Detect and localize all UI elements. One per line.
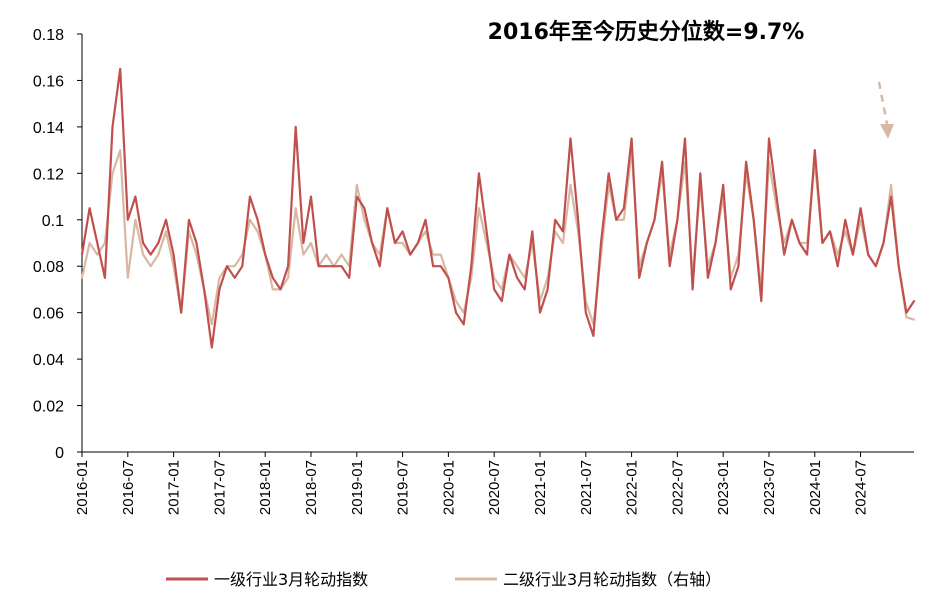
x-tick-label: 2016-01	[74, 460, 91, 515]
x-tick-label: 2019-07	[395, 460, 412, 515]
y-tick-label: 0	[55, 445, 64, 462]
x-tick-label: 2024-07	[853, 460, 870, 515]
y-tick-label: 0.1	[42, 213, 64, 230]
y-tick-label: 0.18	[33, 27, 64, 44]
x-tick-label: 2021-07	[578, 460, 595, 515]
y-tick-label: 0.12	[33, 166, 64, 183]
y-tick-label: 0.14	[33, 120, 64, 137]
x-tick-label: 2022-01	[624, 460, 641, 515]
y-tick-label: 0.06	[33, 306, 64, 323]
x-tick-label: 2018-01	[257, 460, 274, 515]
x-tick-label: 2016-07	[120, 460, 137, 515]
x-tick-label: 2021-01	[532, 460, 549, 515]
x-tick-label: 2024-01	[807, 460, 824, 515]
legend-label-series1: 一级行业3月轮动指数	[214, 570, 368, 589]
series-line-1	[80, 67, 916, 349]
legend-item-series1: 一级行业3月轮动指数	[166, 570, 368, 589]
x-tick-label: 2017-07	[211, 460, 228, 515]
chart-annotation: 2016年至今历史分位数=9.7%	[488, 19, 805, 45]
y-tick-label: 0.08	[33, 259, 64, 276]
series-line-2	[80, 149, 916, 326]
x-tick-label: 2017-01	[166, 460, 183, 515]
y-tick-label: 0.02	[33, 399, 64, 416]
x-tick-label: 2019-01	[349, 460, 366, 515]
series-layer	[80, 67, 916, 349]
y-tick-label: 0.04	[33, 352, 64, 369]
x-tick-label: 2022-07	[669, 460, 686, 515]
legend-item-series2: 二级行业3月轮动指数（右轴）	[455, 570, 721, 589]
y-tick-label: 0.16	[33, 73, 64, 90]
x-tick-label: 2020-07	[486, 460, 503, 515]
x-tick-label: 2023-01	[715, 460, 732, 515]
x-tick-label: 2020-01	[440, 460, 457, 515]
down-arrow-icon	[877, 81, 894, 139]
x-tick-label: 2018-07	[303, 460, 320, 515]
x-axis: 2016-01 2016-07 2017-01 2017-07 2018-01 2018-…	[74, 451, 914, 515]
legend: 一级行业3月轮动指数 二级行业3月轮动指数（右轴）	[166, 570, 721, 589]
y-axis: 0 0.02 0.04 0.06 0.08 0.1 0.12 0.14 0.16 0.18	[33, 27, 83, 462]
legend-label-series2: 二级行业3月轮动指数（右轴）	[503, 570, 721, 589]
x-tick-label: 2023-07	[761, 460, 778, 515]
